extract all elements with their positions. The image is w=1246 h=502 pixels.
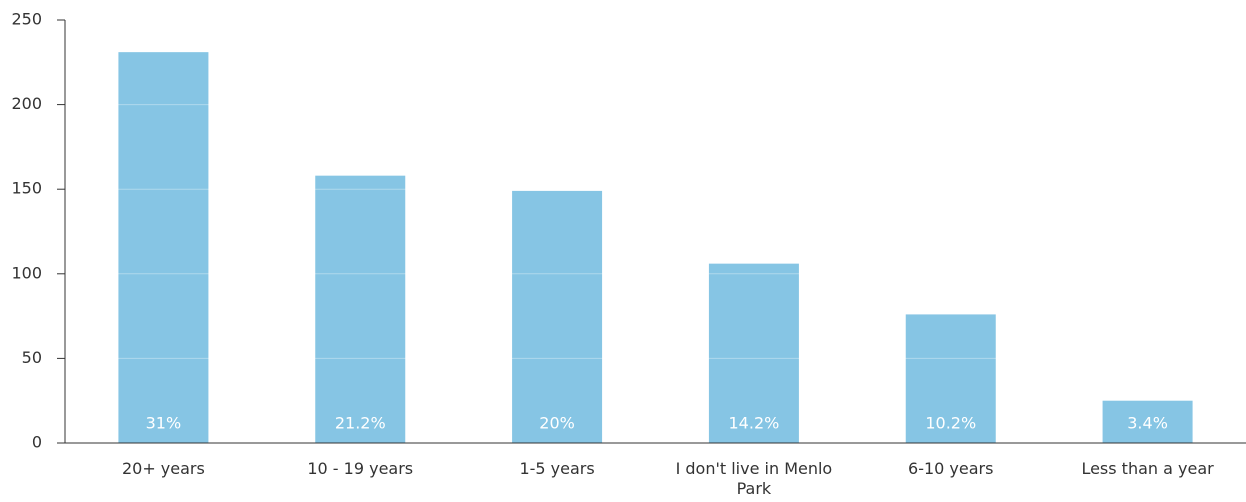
x-tick-label: I don't live in Menlo Park <box>675 459 833 498</box>
data-label: 14.2% <box>729 414 780 433</box>
data-label: 10.2% <box>925 414 976 433</box>
y-tick-label: 150 <box>11 179 42 198</box>
x-tick-label: 20+ years <box>121 459 205 478</box>
data-label: 31% <box>146 414 182 433</box>
data-label: 21.2% <box>335 414 386 433</box>
x-tick-label: 1-5 years <box>519 459 595 478</box>
x-tick-label: Less than a year <box>1081 459 1214 478</box>
bar <box>708 263 799 443</box>
y-tick-label: 100 <box>11 263 42 282</box>
bar <box>118 52 209 443</box>
bar <box>1102 400 1193 443</box>
bar <box>512 190 603 443</box>
y-tick-label: 50 <box>22 348 42 367</box>
bar <box>905 314 996 443</box>
x-tick-label: 10 - 19 years <box>307 459 414 478</box>
y-tick-label: 0 <box>32 433 42 452</box>
y-tick-label: 200 <box>11 94 42 113</box>
x-tick-label: 6-10 years <box>908 459 994 478</box>
bar <box>315 175 406 443</box>
y-tick-label: 250 <box>11 10 42 29</box>
data-label: 20% <box>539 414 575 433</box>
data-label: 3.4% <box>1127 414 1168 433</box>
